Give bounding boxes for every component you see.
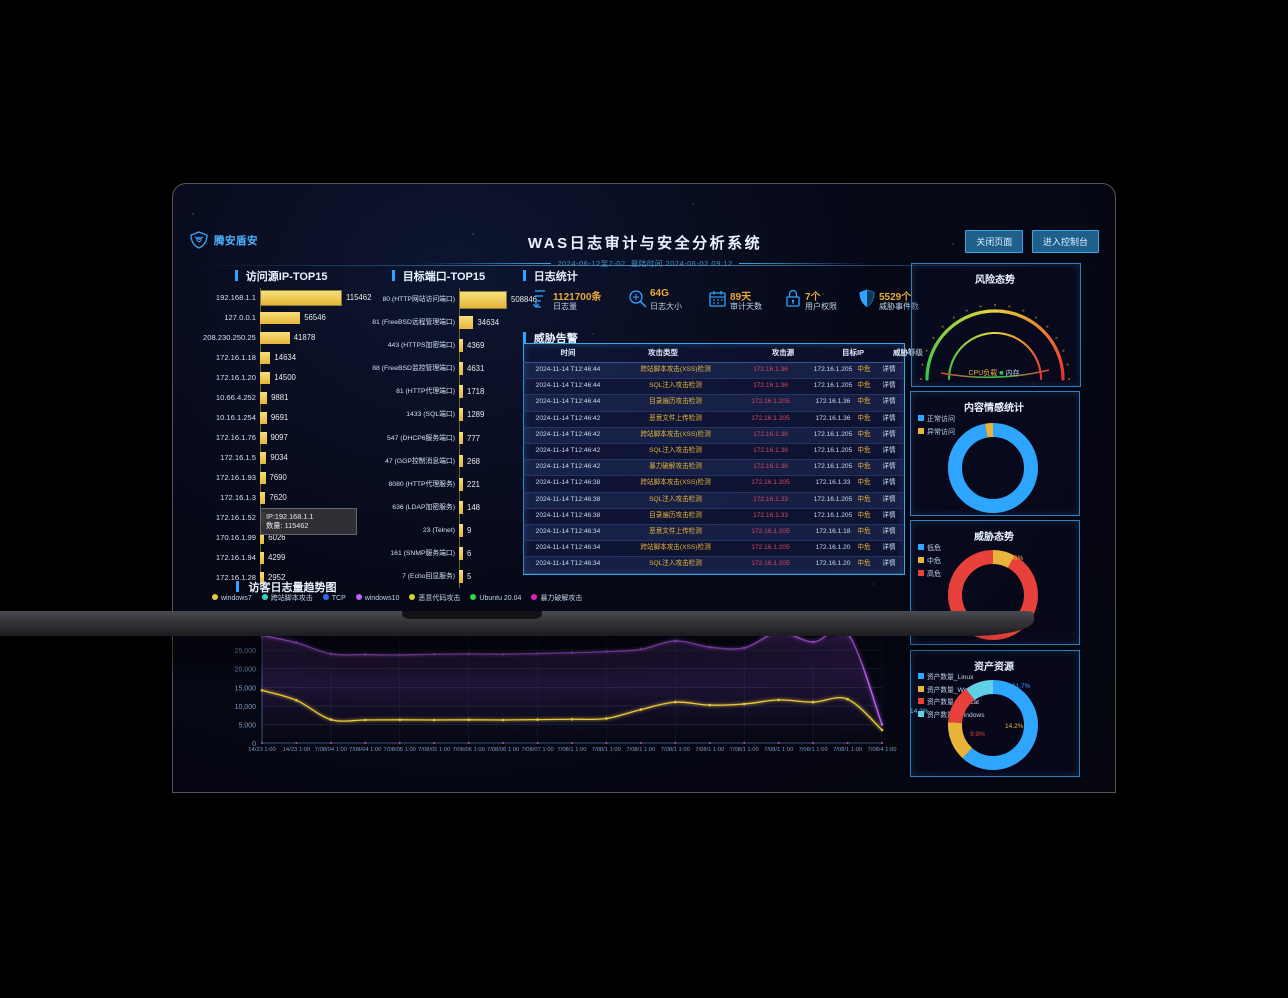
svg-text:5,000: 5,000 (238, 722, 256, 729)
svg-text:10,000: 10,000 (235, 704, 257, 711)
svg-text:15,000: 15,000 (235, 685, 257, 692)
